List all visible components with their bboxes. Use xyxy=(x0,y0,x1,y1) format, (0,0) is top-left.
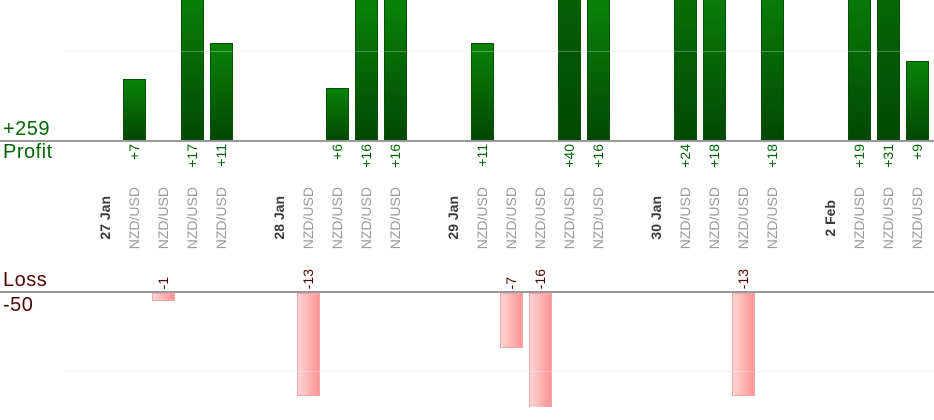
date-label: 30 Jan xyxy=(642,184,671,252)
date-label-text: 30 Jan xyxy=(648,196,664,240)
profit-value-label-text: +24 xyxy=(677,144,693,168)
date-label: 29 Jan xyxy=(439,184,468,252)
profit-bar[interactable] xyxy=(702,0,726,141)
profit-value-label-text: +31 xyxy=(880,144,896,168)
profit-value-label-text: +18 xyxy=(706,144,722,168)
profit-value-label: +24 xyxy=(671,144,700,204)
date-label: 2 Feb xyxy=(816,184,845,252)
profit-axis-title: Profit xyxy=(3,141,53,163)
date-label-text: 2 Feb xyxy=(822,199,838,237)
loss-value-label: -16 xyxy=(526,229,555,289)
profit-bar[interactable] xyxy=(180,0,204,141)
profit-bar[interactable] xyxy=(122,79,146,141)
profit-value-label-text: +16 xyxy=(358,144,374,168)
profit-value-label-text: +16 xyxy=(387,144,403,168)
loss-plot-area xyxy=(0,293,934,407)
loss-baseline-axis xyxy=(0,291,934,293)
profit-bar[interactable] xyxy=(586,0,610,141)
profit-value-label: +18 xyxy=(758,144,787,204)
date-label: 27 Jan xyxy=(91,184,120,252)
profit-bar[interactable] xyxy=(557,0,581,141)
loss-bar[interactable] xyxy=(151,293,175,301)
profit-value-label-text: +40 xyxy=(561,144,577,168)
profit-bar[interactable] xyxy=(470,43,494,141)
loss-bar[interactable] xyxy=(499,293,523,348)
profit-baseline-axis xyxy=(0,140,934,142)
profit-value-label-text: +18 xyxy=(764,144,780,168)
loss-gridline-overlay xyxy=(63,371,934,372)
loss-value-label-text: -7 xyxy=(503,276,519,289)
profit-value-label-text: +16 xyxy=(590,144,606,168)
profit-bar[interactable] xyxy=(673,0,697,141)
loss-value-label-text: -13 xyxy=(300,268,316,289)
date-label-text: 28 Jan xyxy=(271,196,287,240)
loss-bar[interactable] xyxy=(528,293,552,407)
profit-value-label: +31 xyxy=(874,144,903,204)
profit-value-label: +16 xyxy=(381,144,410,204)
profit-value-label-text: +9 xyxy=(909,144,925,160)
profit-value-label: +17 xyxy=(178,144,207,204)
profit-bar[interactable] xyxy=(383,0,407,141)
loss-gridline xyxy=(63,371,934,372)
profit-gridline xyxy=(63,51,934,52)
profit-value-label-text: +6 xyxy=(329,144,345,160)
loss-value-label-text: -13 xyxy=(735,268,751,289)
profit-bar[interactable] xyxy=(325,88,349,141)
profit-bar[interactable] xyxy=(876,0,900,141)
total-loss-label: -50 xyxy=(3,294,34,316)
loss-value-label-text: -16 xyxy=(532,268,548,289)
loss-bar[interactable] xyxy=(296,293,320,396)
profit-value-label: +6 xyxy=(323,144,352,204)
total-profit-label: +259 xyxy=(3,118,51,140)
profit-value-label: +11 xyxy=(468,144,497,204)
loss-value-label: -13 xyxy=(729,229,758,289)
profit-bar[interactable] xyxy=(760,0,784,141)
profit-value-label-text: +7 xyxy=(126,144,142,160)
profit-value-label: +7 xyxy=(120,144,149,204)
loss-value-label: -7 xyxy=(497,229,526,289)
profit-bar[interactable] xyxy=(905,61,929,141)
profit-value-label: +40 xyxy=(555,144,584,204)
profit-value-label: +9 xyxy=(903,144,932,204)
profit-bar[interactable] xyxy=(847,0,871,141)
profit-value-label: +16 xyxy=(584,144,613,204)
profit-value-label-text: +11 xyxy=(474,144,490,167)
profit-value-label-text: +19 xyxy=(851,144,867,168)
loss-value-label-text: -1 xyxy=(155,276,171,289)
profit-bar[interactable] xyxy=(354,0,378,141)
profit-value-label-text: +11 xyxy=(213,144,229,167)
profit-gridline-overlay xyxy=(63,51,934,52)
profit-value-label: +18 xyxy=(700,144,729,204)
profit-value-label: +11 xyxy=(207,144,236,204)
date-label: 28 Jan xyxy=(265,184,294,252)
profit-bar[interactable] xyxy=(209,43,233,141)
profit-value-label-text: +17 xyxy=(184,144,200,168)
loss-value-label: -13 xyxy=(294,229,323,289)
loss-axis-title: Loss xyxy=(3,269,48,291)
loss-value-label: -1 xyxy=(149,229,178,289)
profit-value-label: +16 xyxy=(352,144,381,204)
profit-plot-area xyxy=(0,0,934,141)
profit-value-label: +19 xyxy=(845,144,874,204)
date-label-text: 29 Jan xyxy=(445,196,461,240)
date-label-text: 27 Jan xyxy=(97,196,113,240)
loss-bar[interactable] xyxy=(731,293,755,396)
